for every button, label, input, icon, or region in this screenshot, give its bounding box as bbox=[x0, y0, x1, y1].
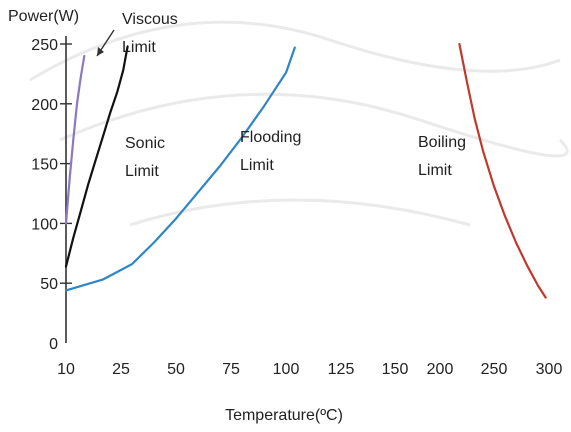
x-tick-label: 10 bbox=[57, 361, 75, 378]
y-tick-label: 200 bbox=[31, 97, 58, 114]
viscous-limit-pointer-head bbox=[97, 47, 104, 56]
sonic-limit-label: Sonic bbox=[125, 135, 165, 152]
sonic-limit-line bbox=[64, 45, 129, 268]
watermark bbox=[29, 20, 569, 227]
x-tick-label: 25 bbox=[112, 361, 130, 378]
axes: 0 50 100 150 200 250 10 25 50 75 100 125 150 200 250 30… bbox=[31, 36, 562, 378]
y-tick-label: 0 bbox=[49, 336, 58, 353]
viscous-limit-label: Viscous bbox=[122, 11, 178, 28]
series-layer bbox=[64, 42, 547, 299]
boiling-limit-label: Boiling bbox=[418, 134, 466, 151]
flooding-limit-label: Flooding bbox=[240, 129, 301, 146]
flooding-limit-label: Limit bbox=[240, 157, 274, 174]
y-tick-label: 50 bbox=[40, 276, 58, 293]
y-tick-label: 100 bbox=[31, 216, 58, 233]
boiling-limit-line bbox=[458, 42, 547, 299]
x-tick-label: 50 bbox=[167, 361, 185, 378]
viscous-limit-label: Limit bbox=[122, 39, 156, 56]
x-tick-label: 200 bbox=[427, 361, 454, 378]
x-tick-label: 300 bbox=[536, 361, 563, 378]
y-tick-label: 150 bbox=[31, 157, 58, 174]
boiling-limit-label: Limit bbox=[418, 162, 452, 179]
x-tick-label: 125 bbox=[328, 361, 355, 378]
sonic-limit-label: Limit bbox=[125, 163, 159, 180]
curve-labels: Viscous Limit Sonic Limit Flooding Limit Boili… bbox=[96, 11, 466, 180]
x-tick-label: 250 bbox=[481, 361, 508, 378]
x-axis-title: Temperature(ºC) bbox=[225, 407, 343, 424]
x-tick-label: 75 bbox=[222, 361, 240, 378]
y-axis-title: Power(W) bbox=[8, 8, 79, 25]
viscous-limit-line bbox=[64, 54, 86, 225]
x-tick-label: 150 bbox=[382, 361, 409, 378]
y-tick-label: 250 bbox=[31, 37, 58, 54]
flooding-limit-line bbox=[64, 46, 296, 292]
x-tick-label: 100 bbox=[273, 361, 300, 378]
